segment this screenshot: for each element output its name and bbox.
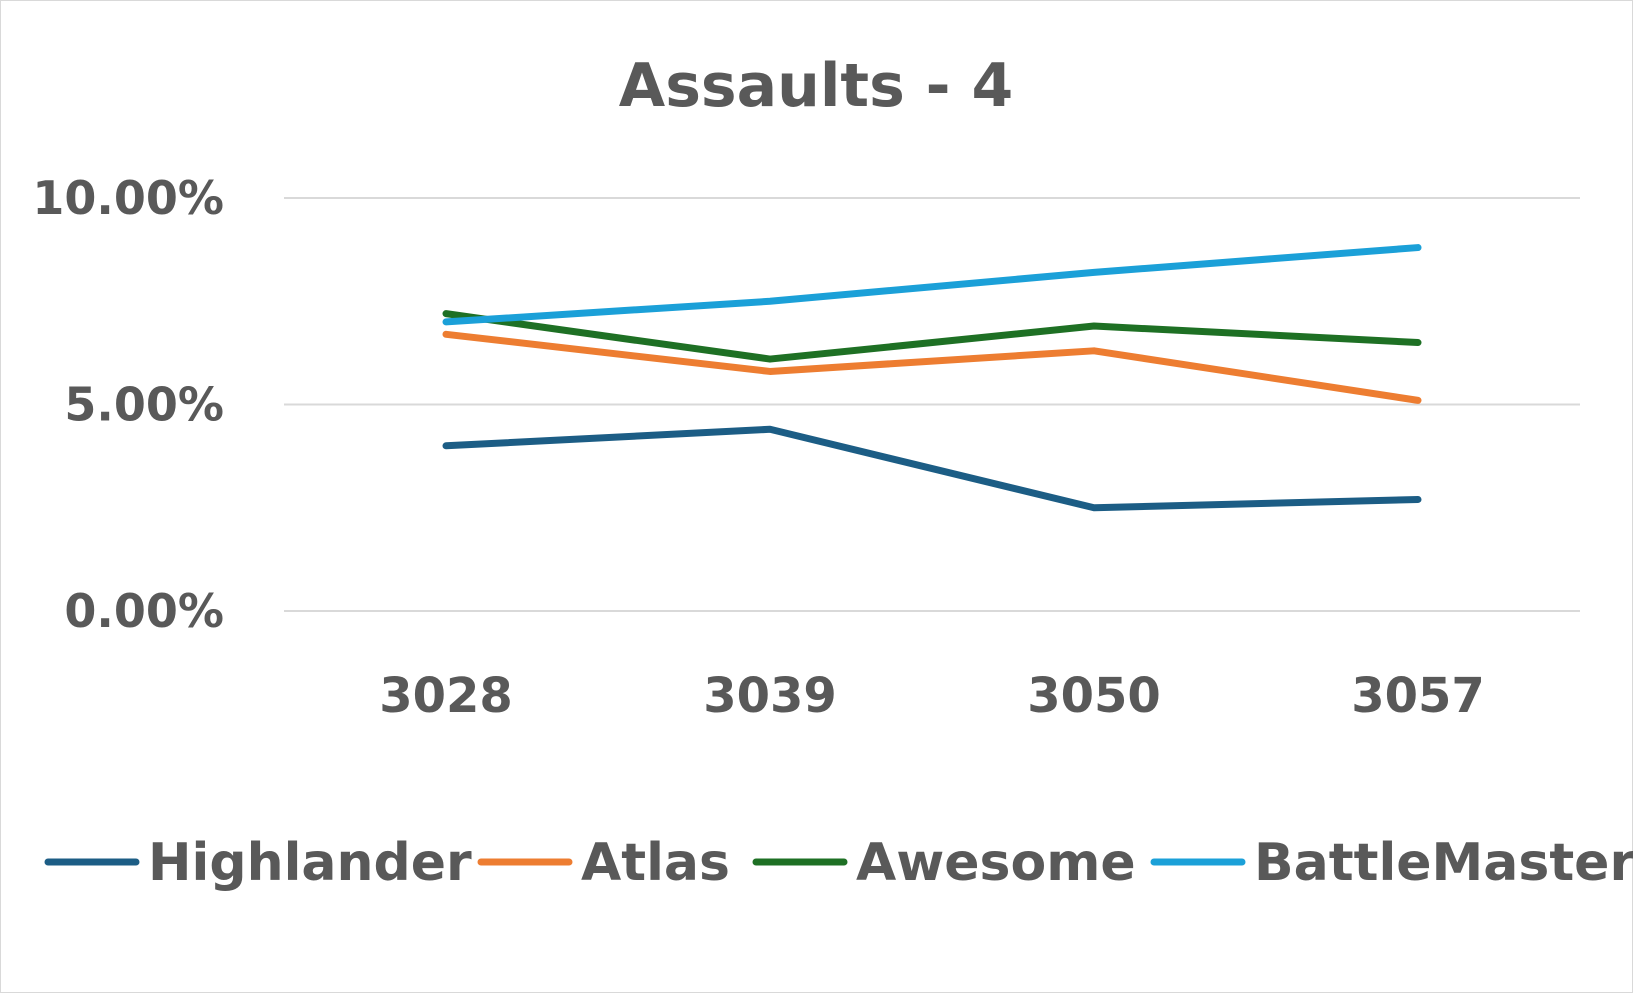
gridlines xyxy=(284,197,1580,612)
y-tick-label: 5.00% xyxy=(64,378,224,432)
series-line-atlas xyxy=(442,330,1422,404)
x-tick-label: 3057 xyxy=(1351,668,1485,724)
legend-label: BattleMaster xyxy=(1254,833,1633,893)
x-tick-label: 3039 xyxy=(703,668,837,724)
legend: Highlander Atlas Awesome BattleMaster xyxy=(44,833,1633,893)
series-line-awesome xyxy=(442,310,1422,363)
legend-label: Awesome xyxy=(856,833,1136,893)
legend-label: Atlas xyxy=(581,833,730,893)
series-lines xyxy=(442,244,1422,512)
x-tick-label: 3028 xyxy=(379,668,513,724)
legend-label: Highlander xyxy=(148,833,472,893)
chart-title: Assaults - 4 xyxy=(619,51,1013,121)
x-axis-ticks: 3028 3039 3050 3057 xyxy=(379,668,1485,724)
y-axis-ticks: 0.00% 5.00% 10.00% xyxy=(32,171,224,638)
series-line-battlemaster xyxy=(442,244,1422,326)
series-line-highlander xyxy=(442,425,1422,512)
x-tick-label: 3050 xyxy=(1027,668,1161,724)
y-tick-label: 0.00% xyxy=(64,584,224,638)
y-tick-label: 10.00% xyxy=(32,171,224,225)
